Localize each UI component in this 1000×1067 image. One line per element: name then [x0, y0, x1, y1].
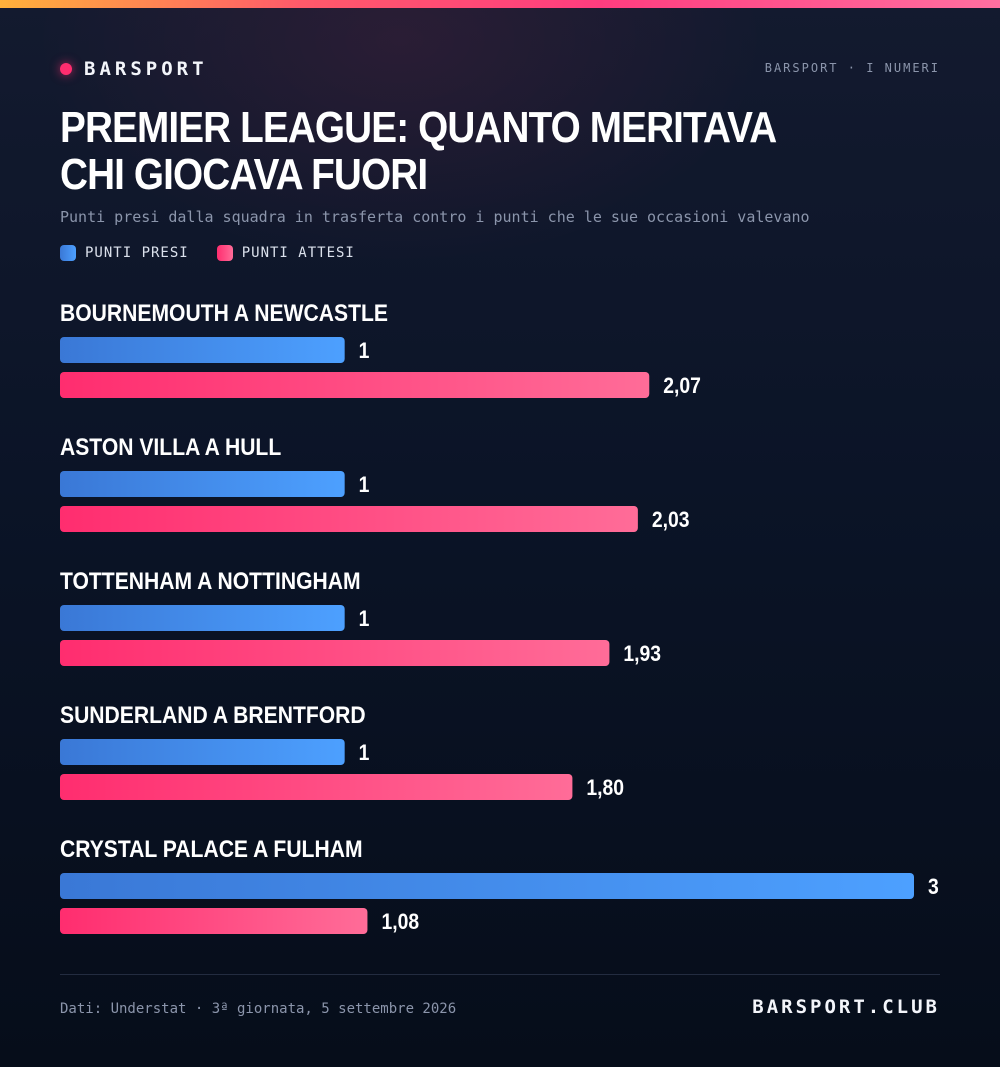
category-label: ASTON VILLA A HULL [60, 434, 281, 461]
header-kicker: BARSPORT · I NUMERI [764, 61, 940, 75]
chart-title: PREMIER LEAGUE: QUANTO MERITAVA CHI GIOC… [60, 103, 776, 199]
bar-presi [60, 605, 345, 631]
value-label-attesi: 1,93 [623, 642, 661, 666]
bar-group: CRYSTAL PALACE A FULHAM 3 1,08 [60, 836, 939, 934]
bar-attesi [60, 372, 650, 398]
bar-attesi [60, 774, 573, 800]
brand-dot-icon [60, 63, 72, 75]
chart-legend: PUNTI PRESI PUNTI ATTESI [60, 245, 383, 261]
legend-swatch-attesi [216, 245, 233, 261]
bar-attesi [60, 506, 638, 532]
brand-name: BARSPORT [84, 58, 208, 80]
category-label: BOURNEMOUTH A NEWCASTLE [60, 300, 388, 327]
bar-group: SUNDERLAND A BRENTFORD 1 1,80 [60, 702, 624, 800]
bar-attesi [60, 640, 610, 666]
category-label: CRYSTAL PALACE A FULHAM [60, 836, 363, 863]
legend-label-attesi: PUNTI ATTESI [241, 245, 355, 261]
chart-subtitle: Punti presi dalla squadra in trasferta c… [60, 208, 810, 226]
bar-chart: BOURNEMOUTH A NEWCASTLE 1 2,07 ASTON VILLA … [60, 300, 939, 934]
bar-group: ASTON VILLA A HULL 1 2,03 [60, 434, 690, 532]
category-label: TOTTENHAM A NOTTINGHAM [60, 568, 361, 595]
legend-label-presi: PUNTI PRESI [85, 245, 189, 261]
value-label-attesi: 2,03 [652, 508, 690, 532]
value-label-attesi: 1,80 [586, 776, 624, 800]
value-label-presi: 1 [359, 339, 370, 363]
value-label-presi: 1 [359, 607, 370, 631]
value-label-attesi: 1,08 [381, 910, 419, 934]
bar-presi [60, 873, 914, 899]
value-label-presi: 3 [928, 875, 939, 899]
footer-divider [60, 974, 940, 975]
value-label-attesi: 2,07 [663, 374, 701, 398]
bar-presi [60, 739, 345, 765]
brand-logo: BARSPORT [60, 58, 208, 80]
bar-attesi [60, 908, 368, 934]
value-label-presi: 1 [359, 473, 370, 497]
bar-group: TOTTENHAM A NOTTINGHAM 1 1,93 [60, 568, 661, 666]
value-label-presi: 1 [359, 741, 370, 765]
category-label: SUNDERLAND A BRENTFORD [60, 702, 366, 729]
legend-swatch-presi [60, 245, 76, 261]
source-note: Dati: Understat · 3ª giornata, 5 settemb… [60, 1001, 457, 1017]
chart-groups: BOURNEMOUTH A NEWCASTLE 1 2,07 ASTON VILLA … [60, 300, 939, 934]
bar-presi [60, 471, 345, 497]
legend-item-attesi: PUNTI ATTESI [216, 245, 355, 261]
top-accent-bar [0, 0, 1000, 8]
bar-group: BOURNEMOUTH A NEWCASTLE 1 2,07 [60, 300, 701, 398]
legend-item-presi: PUNTI PRESI [60, 245, 189, 261]
bar-presi [60, 337, 345, 363]
site-url: BARSPORT.CLUB [752, 996, 940, 1018]
